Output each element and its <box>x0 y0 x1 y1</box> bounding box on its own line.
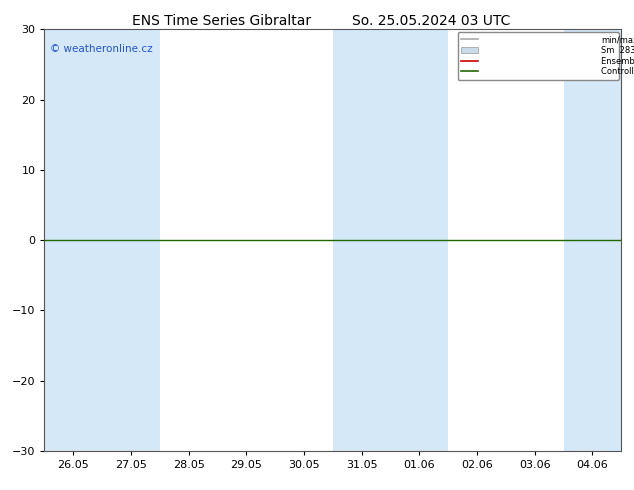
Legend: min/max, Sm  283;rodatn acute; odchylka, Ensemble mean run, Controll run: min/max, Sm 283;rodatn acute; odchylka, … <box>458 32 619 79</box>
Text: ENS Time Series Gibraltar: ENS Time Series Gibraltar <box>133 14 311 28</box>
Bar <box>564 29 621 451</box>
Bar <box>44 29 102 451</box>
Text: © weatheronline.cz: © weatheronline.cz <box>50 44 153 54</box>
Text: So. 25.05.2024 03 UTC: So. 25.05.2024 03 UTC <box>352 14 510 28</box>
Bar <box>391 29 448 451</box>
Bar <box>102 29 160 451</box>
Bar <box>333 29 391 451</box>
